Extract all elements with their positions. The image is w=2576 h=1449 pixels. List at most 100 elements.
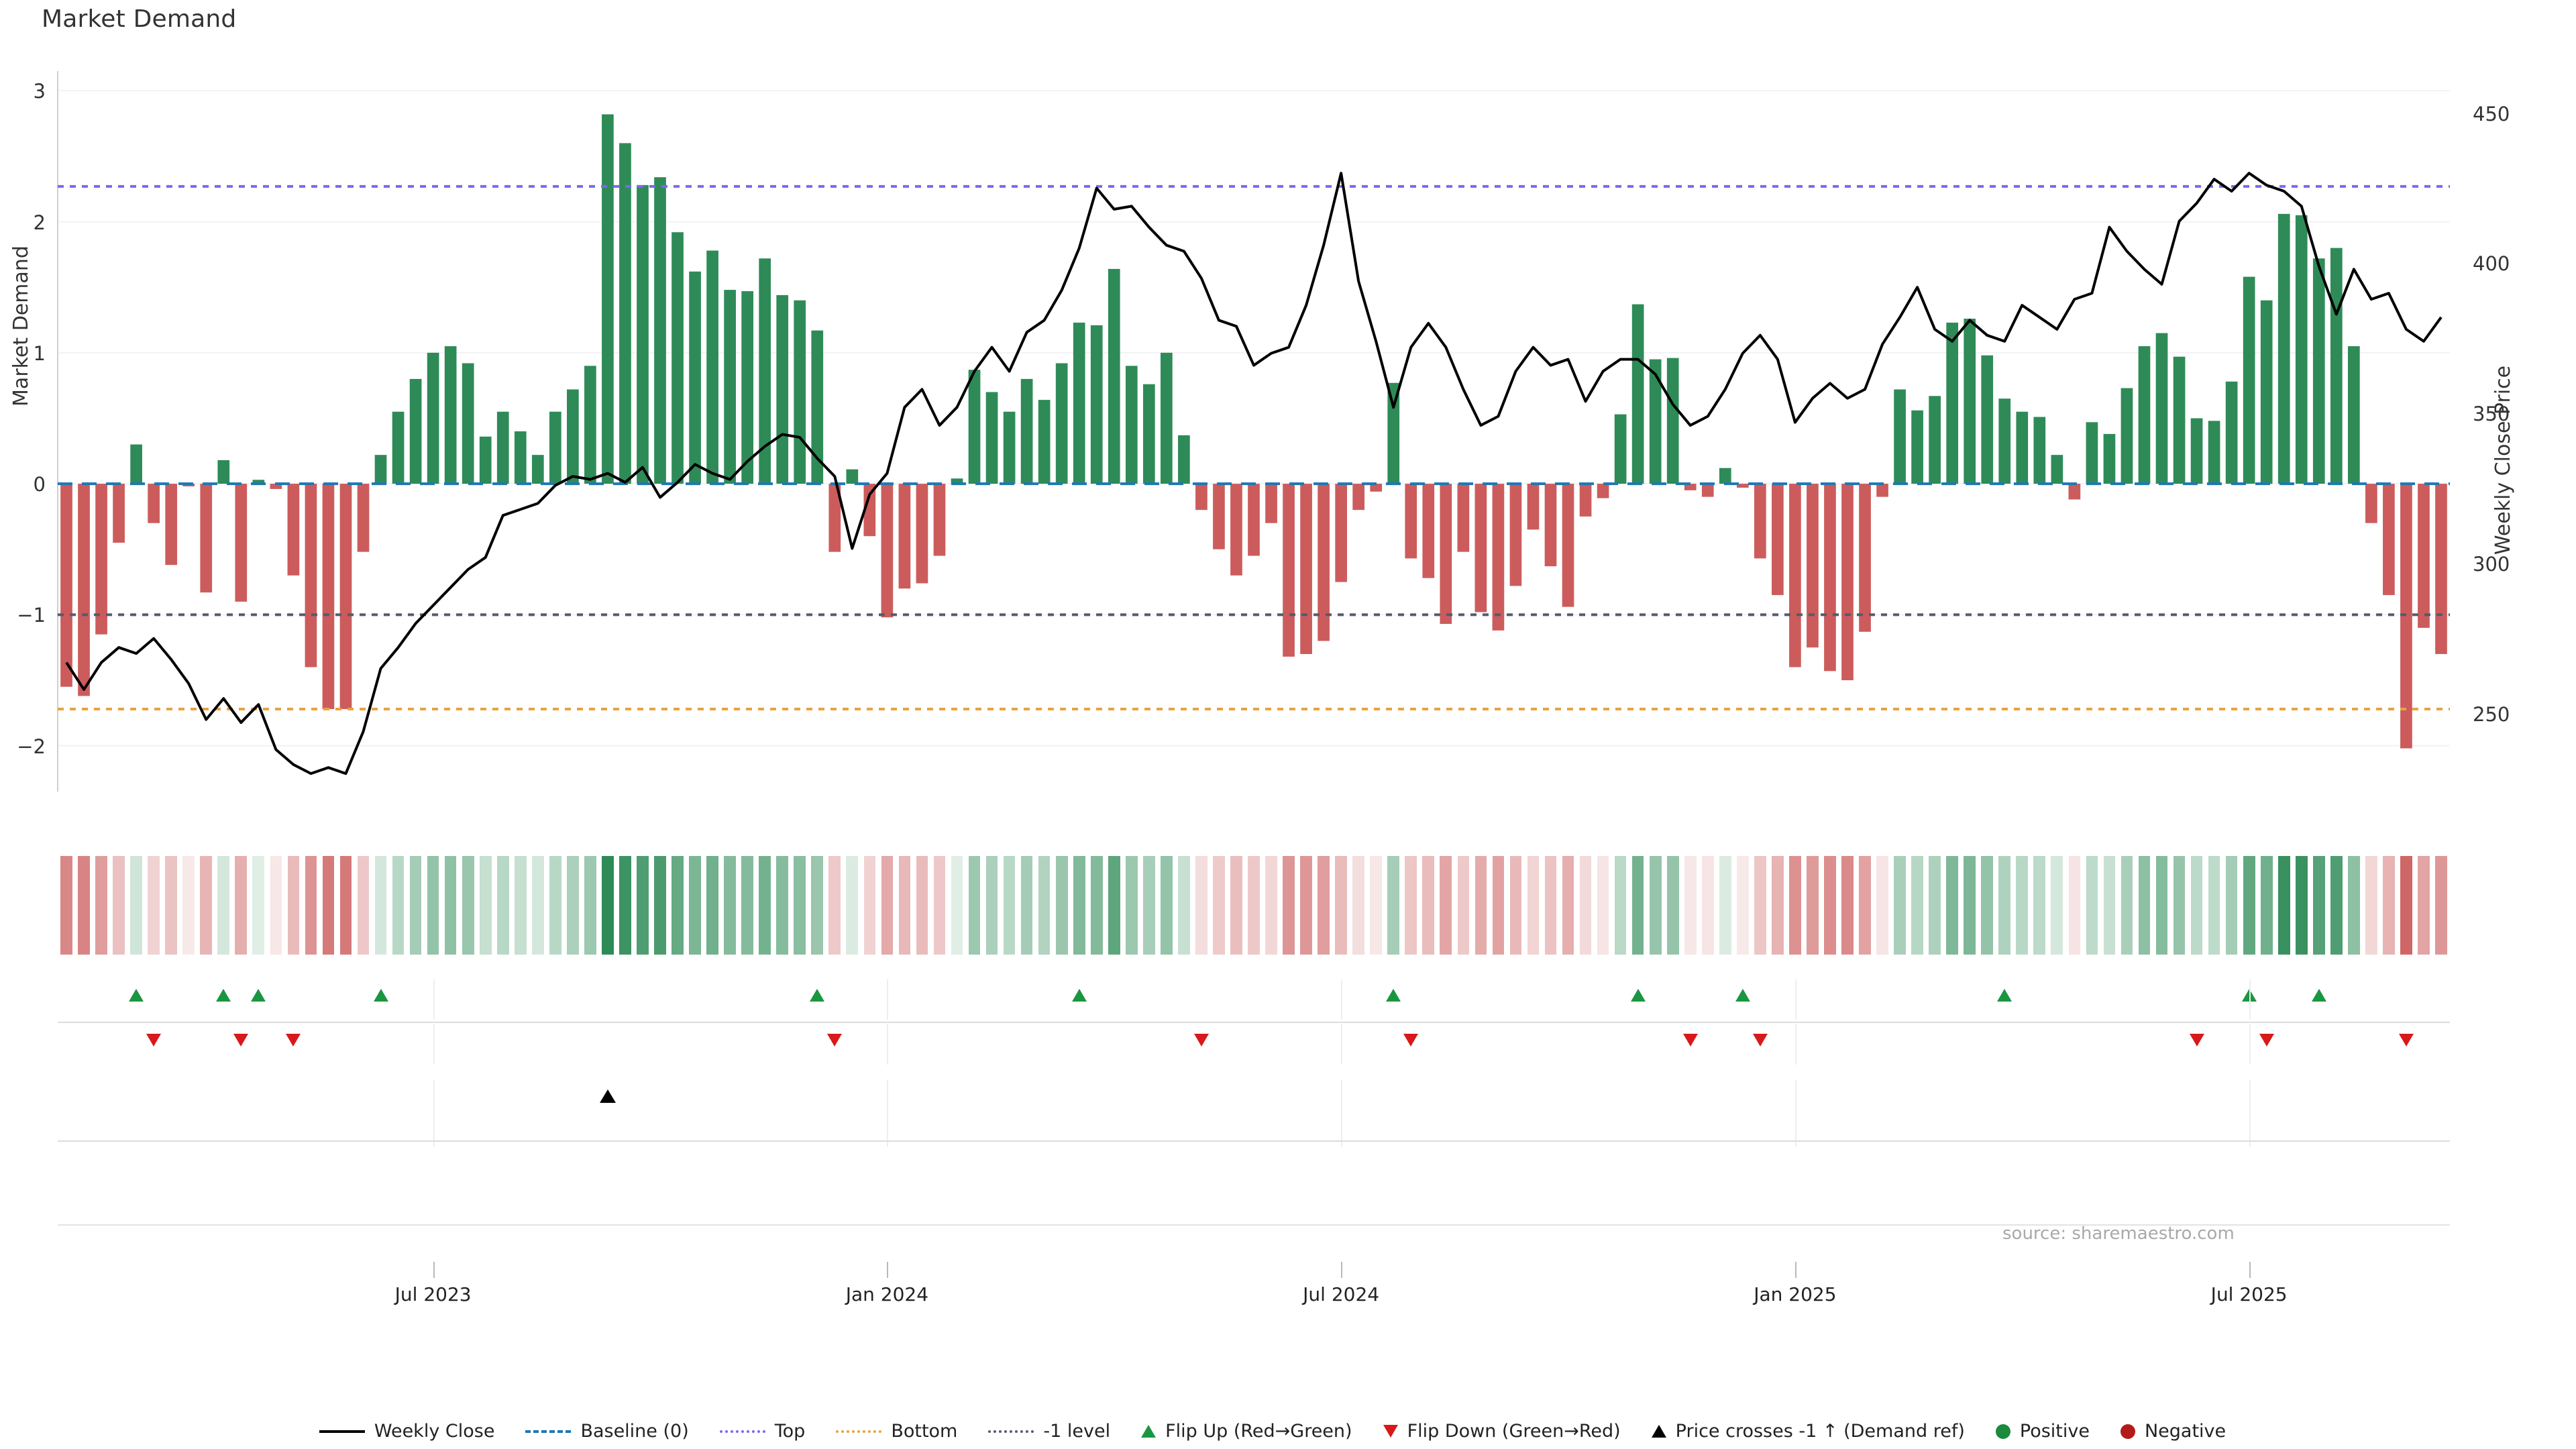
demand-bar: [2277, 213, 2290, 484]
flip-down-marker: [1403, 1034, 1419, 1046]
heatmap-cell: [1614, 856, 1627, 955]
demand-bar: [1020, 378, 1033, 484]
demand-bar: [759, 258, 771, 484]
legend-item-baseline[interactable]: Baseline (0): [525, 1421, 689, 1442]
heatmap-cell: [1405, 856, 1417, 955]
heatmap-cell: [1649, 856, 1662, 955]
heatmap-cell: [724, 856, 736, 955]
demand-bar: [1719, 468, 1731, 484]
x-axis-tick-label: Jul 2024: [1303, 1283, 1380, 1305]
demand-bar: [637, 184, 649, 484]
marker-gridline: [2249, 1080, 2251, 1147]
demand-bar: [2086, 422, 2098, 484]
demand-bar: [1666, 358, 1679, 484]
demand-bar: [654, 177, 666, 484]
flip-down-marker-row: [58, 1024, 2450, 1065]
demand-bar: [1055, 363, 1068, 484]
heatmap-cell: [2173, 856, 2186, 955]
legend-item-negative[interactable]: Negative: [2120, 1421, 2226, 1442]
heatmap-cell: [339, 856, 352, 955]
y-axis-left-label: Market Demand: [9, 246, 33, 407]
y-axis-right-tick: 400: [2473, 252, 2510, 276]
heatmap-cell: [2086, 856, 2098, 955]
heatmap-cell: [1283, 856, 1295, 955]
demand-bar: [357, 484, 370, 552]
demand-bar: [985, 392, 998, 484]
legend-item-label: Flip Down (Green→Red): [1407, 1421, 1621, 1442]
demand-bar: [898, 484, 911, 589]
heatmap-cell: [148, 856, 160, 955]
flip-up-marker: [810, 989, 825, 1002]
marker-divider-3: [58, 1224, 2450, 1226]
heatmap-cell: [2435, 856, 2447, 955]
top-icon: [719, 1430, 765, 1433]
heatmap-cell: [1894, 856, 1906, 955]
x-axis-tick-label: Jul 2025: [2210, 1283, 2288, 1305]
heatmap-cell: [2260, 856, 2273, 955]
demand-bar: [252, 480, 265, 484]
heatmap-cell: [846, 856, 859, 955]
legend-item-flip-up[interactable]: Flip Up (Red→Green): [1141, 1421, 1352, 1442]
heatmap-cell: [619, 856, 631, 955]
heatmap-cell: [1998, 856, 2011, 955]
legend-item-label: Baseline (0): [580, 1421, 689, 1442]
heatmap-cell: [567, 856, 579, 955]
heatmap-cell: [2312, 856, 2325, 955]
demand-bar: [881, 484, 894, 618]
marker-gridline: [887, 979, 889, 1020]
x-axis-tick: [1341, 1262, 1343, 1278]
heatmap-cell: [1073, 856, 1085, 955]
demand-bar: [270, 484, 282, 489]
flip-up-marker: [1997, 989, 2012, 1002]
demand-bar: [619, 143, 631, 484]
legend-item-flip-down[interactable]: Flip Down (Green→Red): [1383, 1421, 1621, 1442]
demand-bar: [1370, 484, 1383, 492]
demand-bar: [235, 484, 248, 602]
heatmap-cell: [270, 856, 282, 955]
legend-item-bottom[interactable]: Bottom: [836, 1421, 957, 1442]
legend-item-label: -1 level: [1043, 1421, 1111, 1442]
demand-bar: [1161, 352, 1173, 484]
heatmap-cell: [706, 856, 718, 955]
demand-bar: [1474, 484, 1487, 612]
heatmap-cell: [496, 856, 509, 955]
legend-item-positive[interactable]: Positive: [1995, 1421, 2090, 1442]
demand-bar: [1544, 484, 1557, 567]
heatmap-cell: [2208, 856, 2220, 955]
heatmap-cell: [1981, 856, 1994, 955]
heatmap-cell: [2068, 856, 2081, 955]
source-attribution: source: sharemaestro.com: [2002, 1224, 2235, 1244]
demand-bar: [1405, 484, 1417, 559]
flip-up-icon: [1141, 1425, 1157, 1438]
demand-bar: [479, 436, 492, 484]
heatmap-cell: [811, 856, 824, 955]
heatmap-cell: [1509, 856, 1522, 955]
demand-bar: [1318, 484, 1330, 641]
demand-bar: [706, 250, 718, 484]
heatmap-cell: [165, 856, 178, 955]
heatmap-cell: [374, 856, 387, 955]
heatmap-cell: [1929, 856, 1941, 955]
marker-gridline: [1794, 1024, 1796, 1065]
heatmap-cell: [898, 856, 911, 955]
bottom-icon: [836, 1430, 882, 1433]
demand-bar: [1754, 484, 1766, 559]
heatmap-cell: [2418, 856, 2430, 955]
demand-bar: [2051, 455, 2063, 484]
demand-bar: [1248, 484, 1260, 556]
legend-item-top[interactable]: Top: [719, 1421, 805, 1442]
heatmap-cell: [217, 856, 230, 955]
heatmap-cell: [1230, 856, 1242, 955]
legend-item-minus-one-level[interactable]: -1 level: [988, 1421, 1110, 1442]
legend-item-price-crosses[interactable]: Price crosses -1 ↑ (Demand ref): [1651, 1421, 1965, 1442]
heatmap-cell: [2277, 856, 2290, 955]
demand-bar: [1929, 396, 1941, 484]
heatmap-cell: [305, 856, 317, 955]
heatmap-cell: [357, 856, 370, 955]
heatmap-cell: [637, 856, 649, 955]
legend-item-weekly-close[interactable]: Weekly Close: [319, 1421, 494, 1442]
flip-up-marker-row: [58, 979, 2450, 1020]
y-axis-right-label: Weekly Close Price: [2491, 365, 2515, 555]
heatmap-cell: [1440, 856, 1452, 955]
demand-bar: [2016, 411, 2029, 484]
